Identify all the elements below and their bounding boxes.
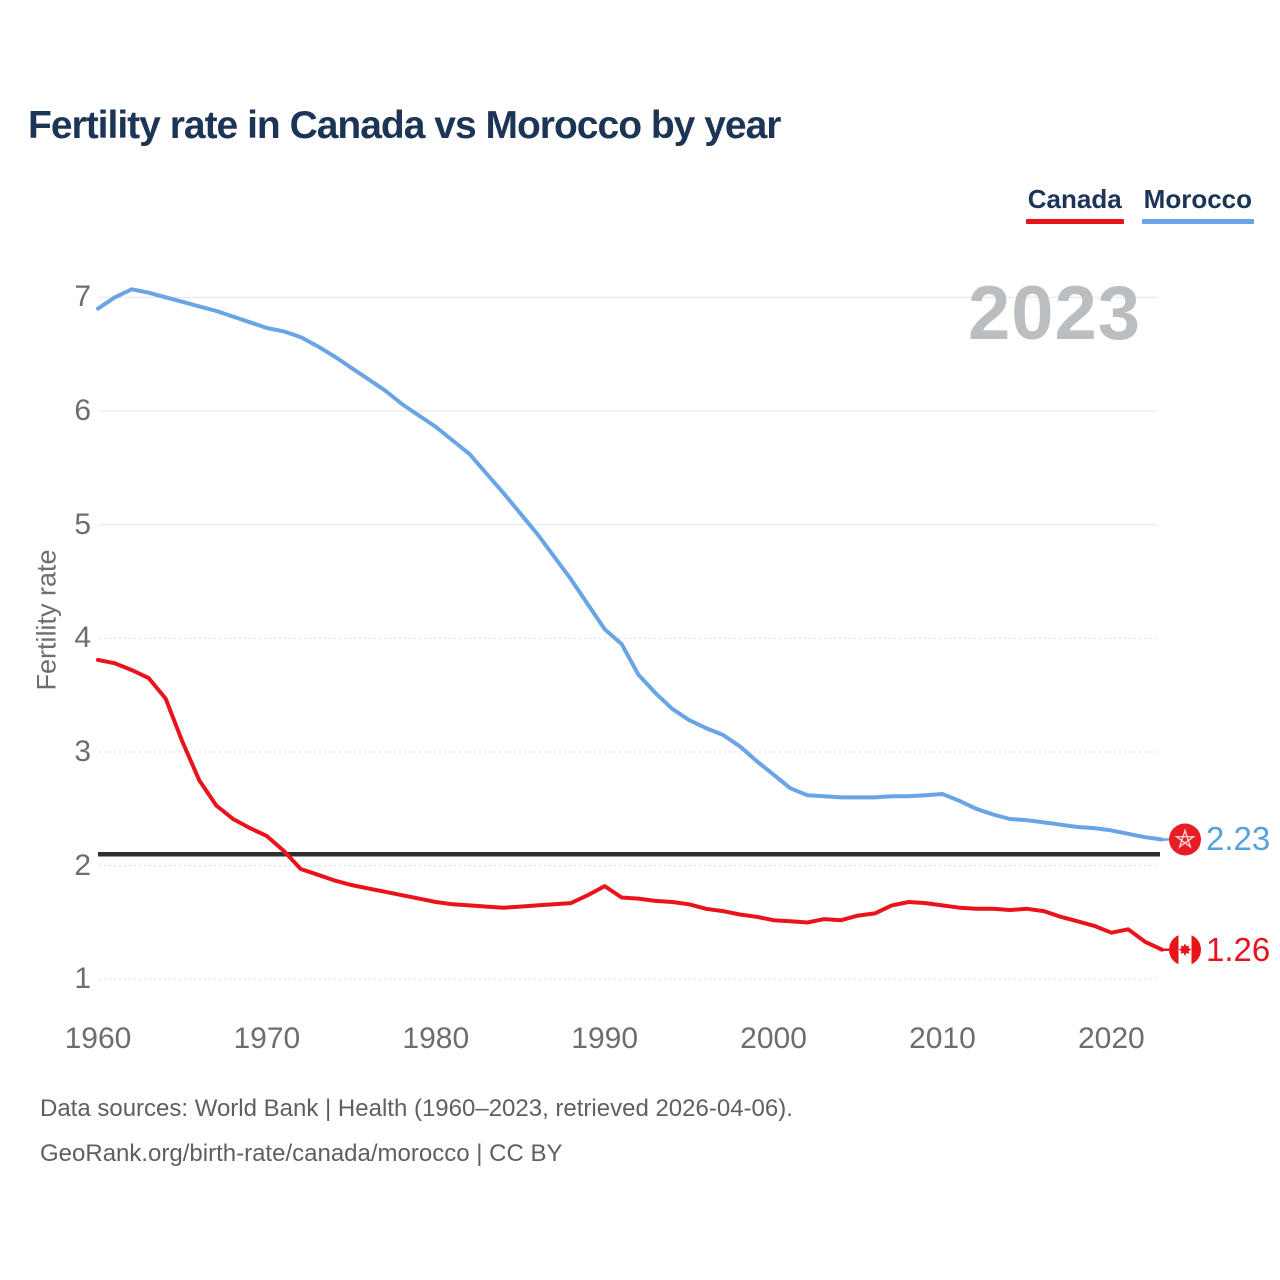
y-tick-label-1: 1 bbox=[74, 962, 91, 996]
footer-attribution-line: GeoRank.org/birth-rate/canada/morocco | … bbox=[40, 1140, 563, 1167]
y-tick-label-6: 6 bbox=[74, 393, 91, 427]
end-label-morocco: 2.23 bbox=[1206, 820, 1270, 858]
y-tick-label-3: 3 bbox=[74, 734, 91, 768]
x-tick-label-1960: 1960 bbox=[64, 1022, 132, 1055]
page-title: Fertility rate in Canada vs Morocco by y… bbox=[28, 104, 781, 147]
y-tick-label-5: 5 bbox=[74, 507, 91, 541]
legend-underline bbox=[1025, 219, 1124, 224]
legend: Canada Morocco bbox=[1025, 184, 1254, 224]
morocco-value-label: 2.23 bbox=[1206, 820, 1271, 858]
footer-sources-line: Data sources: World Bank | Health (1960–… bbox=[40, 1095, 793, 1122]
legend-item-canada[interactable]: Canada bbox=[1025, 184, 1124, 224]
x-tick-label-2010: 2010 bbox=[909, 1022, 976, 1055]
y-tick-label-4: 4 bbox=[74, 621, 91, 655]
y-tick-label-2: 2 bbox=[74, 848, 91, 882]
legend-item-morocco[interactable]: Morocco bbox=[1141, 184, 1254, 224]
morocco-flag-icon bbox=[1169, 823, 1201, 856]
footer: Data sources: World Bank | Health (1960–… bbox=[40, 1086, 793, 1176]
canada-value-label: 1.26 bbox=[1206, 930, 1271, 968]
x-tick-label-2020: 2020 bbox=[1077, 1022, 1145, 1055]
legend-underline bbox=[1141, 219, 1254, 224]
legend-label: Canada bbox=[1027, 184, 1122, 214]
x-tick-label-1970: 1970 bbox=[233, 1022, 301, 1055]
morocco-line bbox=[96, 287, 1164, 842]
end-label-canada: 1.26 bbox=[1206, 931, 1270, 969]
watermark-year: 2023 bbox=[968, 271, 1142, 356]
x-tick-label-1980: 1980 bbox=[402, 1022, 470, 1055]
canada-line bbox=[96, 657, 1164, 952]
canada-flag-icon bbox=[1169, 933, 1201, 966]
legend-label: Morocco bbox=[1143, 184, 1252, 214]
x-tick-label-1990: 1990 bbox=[571, 1022, 639, 1055]
y-tick-label-7: 7 bbox=[74, 280, 91, 314]
y-axis-title: Fertility rate bbox=[31, 549, 62, 691]
x-tick-label-2000: 2000 bbox=[740, 1022, 807, 1055]
